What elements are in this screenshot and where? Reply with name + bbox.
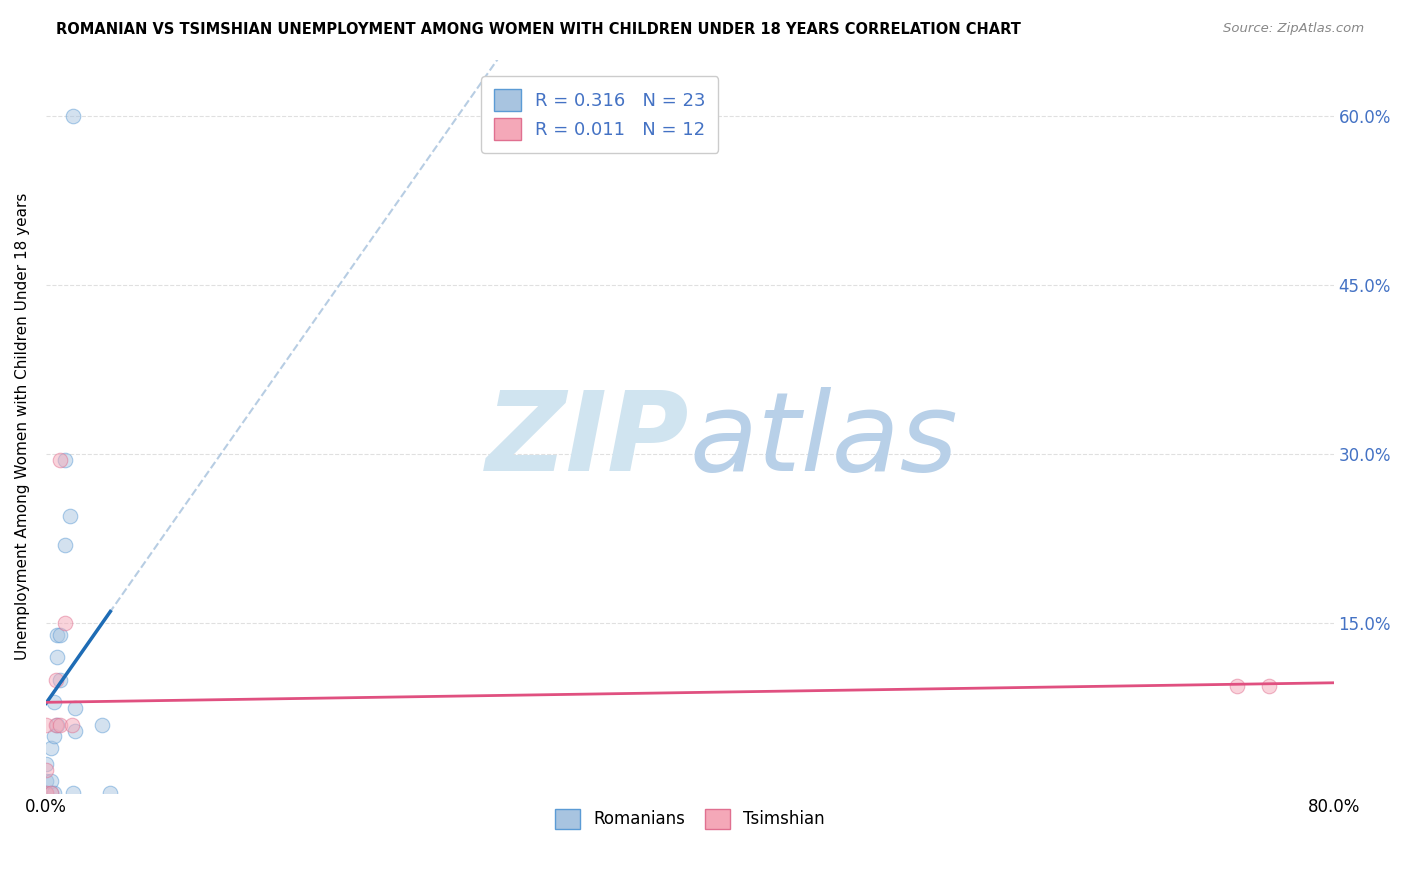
Point <box>62 109 84 123</box>
Text: Source: ZipAtlas.com: Source: ZipAtlas.com <box>1223 22 1364 36</box>
Point <box>39 786 62 800</box>
Point <box>53 537 76 551</box>
Point <box>46 628 69 642</box>
Point <box>63 701 86 715</box>
Point <box>35 763 58 777</box>
Point <box>46 718 69 732</box>
Point <box>1226 679 1249 693</box>
Point <box>42 729 65 743</box>
Point <box>35 718 58 732</box>
Point <box>35 757 58 772</box>
Point <box>39 740 62 755</box>
Point <box>62 786 84 800</box>
Point <box>98 786 121 800</box>
Point <box>49 718 72 732</box>
Point <box>42 695 65 709</box>
Point <box>39 786 62 800</box>
Y-axis label: Unemployment Among Women with Children Under 18 years: Unemployment Among Women with Children U… <box>15 193 30 660</box>
Point <box>60 718 83 732</box>
Point <box>1258 679 1281 693</box>
Text: atlas: atlas <box>690 387 959 494</box>
Point <box>49 628 72 642</box>
Point <box>35 786 58 800</box>
Text: ZIP: ZIP <box>486 387 690 494</box>
Point <box>63 723 86 738</box>
Point <box>45 718 67 732</box>
Point <box>45 673 67 687</box>
Text: ROMANIAN VS TSIMSHIAN UNEMPLOYMENT AMONG WOMEN WITH CHILDREN UNDER 18 YEARS CORR: ROMANIAN VS TSIMSHIAN UNEMPLOYMENT AMONG… <box>56 22 1021 37</box>
Point <box>91 718 114 732</box>
Point <box>35 786 58 800</box>
Point <box>53 616 76 631</box>
Point <box>59 509 82 524</box>
Point <box>39 774 62 789</box>
Legend: Romanians, Tsimshian: Romanians, Tsimshian <box>548 802 831 836</box>
Point <box>53 453 76 467</box>
Point <box>49 453 72 467</box>
Point <box>49 673 72 687</box>
Point <box>35 774 58 789</box>
Point <box>42 786 65 800</box>
Point <box>46 650 69 665</box>
